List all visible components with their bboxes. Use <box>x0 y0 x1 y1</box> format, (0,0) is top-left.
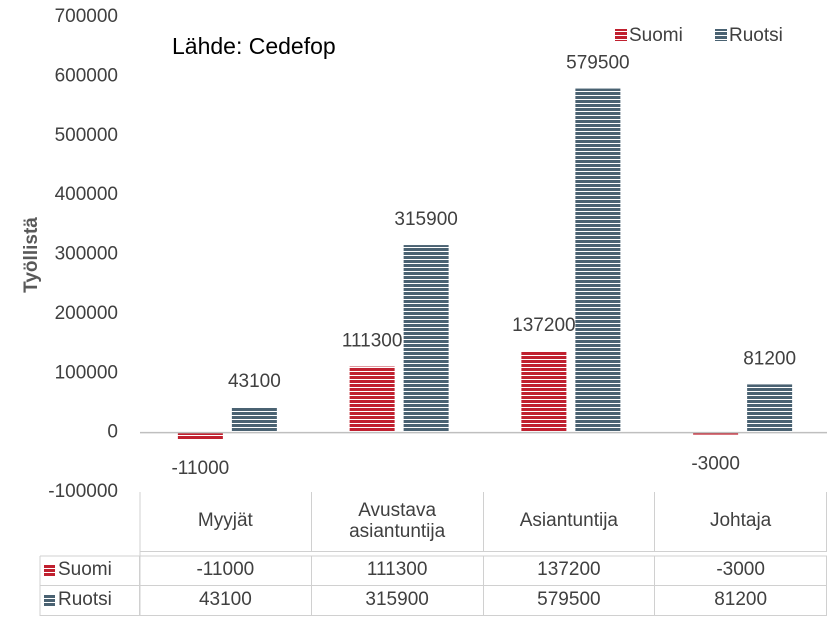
bar <box>575 88 621 433</box>
data-label: 315900 <box>394 209 457 230</box>
legend-swatch <box>615 29 627 41</box>
y-tick-label: 600000 <box>55 65 118 86</box>
bar <box>521 351 567 433</box>
bar <box>177 432 223 440</box>
y-tick-label: 300000 <box>55 244 118 265</box>
bar <box>349 366 395 433</box>
legend-label: Ruotsi <box>58 589 112 611</box>
annotation: Lähde: Cedefop <box>172 33 336 59</box>
data-label: 111300 <box>342 331 403 352</box>
table-cell: -11000 <box>140 556 312 586</box>
table-cell: -3000 <box>655 556 827 586</box>
y-tick-label: 500000 <box>55 125 118 146</box>
y-tick-label: 100000 <box>55 362 118 383</box>
bar <box>747 384 793 433</box>
table-cell: 579500 <box>483 586 656 616</box>
legend-label: Ruotsi <box>729 25 783 46</box>
data-label: -3000 <box>691 453 740 474</box>
table-header: Johtaja <box>655 492 827 552</box>
y-tick-label: 400000 <box>55 184 118 205</box>
table-cell: 81200 <box>655 586 827 616</box>
bar <box>231 407 277 433</box>
table-header: Asiantuntija <box>483 492 656 552</box>
data-label: 43100 <box>228 371 281 392</box>
bar <box>403 245 449 433</box>
table-cell: 315900 <box>311 586 484 616</box>
legend-swatch <box>44 595 55 606</box>
data-label: 81200 <box>743 348 796 369</box>
table-header: Avustava asiantuntija <box>311 492 484 552</box>
table-cell: 111300 <box>311 556 484 586</box>
bar <box>693 432 739 435</box>
data-label: -11000 <box>171 458 229 479</box>
legend-label: Suomi <box>58 559 112 581</box>
legend-swatch <box>715 29 727 41</box>
table-row-label: Ruotsi <box>40 586 140 616</box>
y-tick-label: 700000 <box>55 6 118 27</box>
table-cell: 43100 <box>140 586 312 616</box>
table-cell: 137200 <box>483 556 656 586</box>
y-tick-label: 200000 <box>55 303 118 324</box>
data-label: 137200 <box>512 315 575 336</box>
legend-label: Suomi <box>629 25 683 46</box>
y-axis-label: Työllistä <box>21 217 42 293</box>
legend-swatch <box>44 565 55 576</box>
data-label: 579500 <box>566 53 629 74</box>
table-row-label: Suomi <box>40 556 140 586</box>
y-tick-label: -100000 <box>48 481 118 502</box>
y-tick-label: 0 <box>107 422 118 443</box>
table-header: Myyjät <box>140 492 312 552</box>
